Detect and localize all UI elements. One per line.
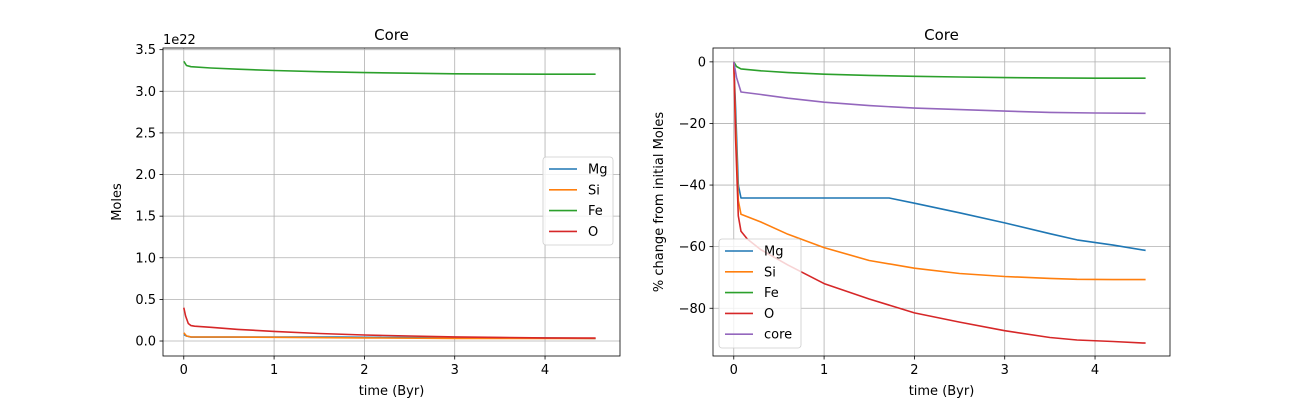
y-tick-label: 2.5 [135, 126, 156, 141]
series-line-core [733, 61, 1146, 115]
y-tick-label: 0.0 [135, 335, 156, 350]
legend-label-mg: Mg [764, 245, 783, 260]
chart-right: 0 1 2 3 4 0 −20 −40 −60 −80 Core time (Byr) % change… [652, 26, 1171, 399]
series-line-fe [733, 61, 1146, 79]
legend-box [542, 156, 614, 246]
y-tick-label: 2.0 [135, 168, 156, 183]
legend-label-si: Si [764, 265, 776, 280]
x-tick-label: 4 [541, 363, 549, 378]
series-line-o [183, 307, 596, 339]
y-tick-label: −60 [679, 240, 706, 255]
legend-label-mg: Mg [588, 163, 607, 178]
series-line-mg [733, 61, 1146, 252]
legend-label-si: Si [588, 183, 600, 198]
y-axis-label: % change from initial Moles [652, 112, 667, 293]
y-tick-label: 1.0 [135, 251, 156, 266]
y-tick-label: −40 [679, 179, 706, 194]
series-line-si [183, 332, 596, 340]
x-tick-label: 4 [1091, 363, 1099, 378]
y-tick-label: 3.5 [135, 43, 156, 58]
y-tick-label: 0.5 [135, 293, 156, 308]
y-axis-label: Moles [110, 183, 125, 221]
x-tick-label: 2 [910, 363, 918, 378]
x-tick-label: 0 [180, 363, 188, 378]
x-tick-label: 3 [451, 363, 459, 378]
x-tick-label: 0 [730, 363, 738, 378]
x-tick-label: 1 [820, 363, 828, 378]
legend-label-fe: Fe [588, 204, 603, 219]
legend-box [718, 238, 802, 349]
chart-title: Core [924, 26, 959, 44]
y-tick-label: −20 [679, 117, 706, 132]
x-tick-label: 2 [360, 363, 368, 378]
series-line-si [733, 61, 1146, 281]
series-line-o [733, 61, 1146, 344]
chart-left: 0 1 2 3 4 0.0 0.5 1.0 1.5 2.0 2.5 3.0 3.5 Core time (B… [110, 26, 621, 399]
x-tick-label: 3 [1001, 363, 1009, 378]
axes-frame [162, 47, 621, 357]
y-tick-label: 1.5 [135, 210, 156, 225]
y-offset-text: 1e22 [163, 33, 196, 48]
axes-frame [712, 47, 1171, 357]
y-tick-label: −80 [679, 302, 706, 317]
x-axis-label: time (Byr) [909, 384, 975, 399]
y-tick-label: 3.0 [135, 85, 156, 100]
series-line-fe [183, 60, 596, 75]
legend-label-core: core [764, 328, 792, 343]
chart-title: Core [374, 26, 409, 44]
x-axis-label: time (Byr) [359, 384, 425, 399]
legend-label-o: O [764, 307, 774, 322]
legend-label-o: O [588, 225, 598, 240]
y-tick-label: 0 [698, 55, 706, 70]
x-tick-label: 1 [270, 363, 278, 378]
legend-label-fe: Fe [764, 286, 779, 301]
